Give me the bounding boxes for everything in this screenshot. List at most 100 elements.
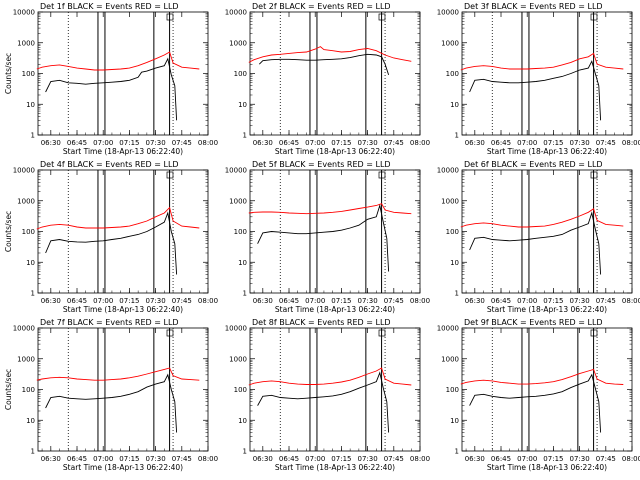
x-tick-label: 07:00: [517, 139, 537, 147]
y-tick-label: 1000: [441, 355, 459, 363]
x-tick-label: 07:30: [570, 455, 590, 463]
y-tick-label: 1: [243, 290, 247, 298]
y-tick-label: 1000: [17, 39, 35, 47]
y-tick-label: 100: [446, 386, 459, 394]
panel-title: Det 2f BLACK = Events RED = LLD: [252, 2, 391, 11]
y-tick-label: 10000: [437, 167, 459, 175]
chart-panel: Det 9f BLACK = Events RED = LLD 1 10 100 100…: [437, 318, 640, 472]
x-tick-label: 07:45: [172, 455, 192, 463]
x-tick-label: 06:45: [491, 139, 511, 147]
chart-panel: Det 4f BLACK = Events RED = LLD 1 10 100 100…: [4, 160, 218, 314]
y-tick-label: 100: [234, 228, 247, 236]
x-tick-label: 08:00: [622, 139, 640, 147]
x-tick-label: 07:15: [543, 297, 563, 305]
y-axis-label: Counts/sec: [4, 53, 13, 94]
x-tick-label: 06:45: [279, 139, 299, 147]
y-tick-label: 10: [450, 259, 459, 267]
series-line-events: [45, 373, 178, 433]
x-axis-label: Start Time (18-Apr-13 06:22:40): [63, 463, 183, 472]
x-tick-label: 06:30: [253, 297, 273, 305]
x-tick-label: 08:00: [410, 297, 430, 305]
x-tick-label: 06:30: [253, 455, 273, 463]
y-tick-label: 1000: [229, 355, 247, 363]
x-tick-label: 06:45: [491, 455, 511, 463]
y-tick-label: 100: [22, 70, 35, 78]
series-line-lld: [248, 46, 412, 63]
x-tick-label: 07:00: [305, 139, 325, 147]
panel-title: Det 1f BLACK = Events RED = LLD: [40, 2, 179, 11]
legend-box: [166, 13, 174, 21]
panel-title: Det 9f BLACK = Events RED = LLD: [464, 318, 603, 327]
chart-panel: Det 1f BLACK = Events RED = LLD 1 10 100 100…: [4, 2, 218, 156]
x-tick-label: 06:30: [465, 297, 485, 305]
chart-panel: Det 5f BLACK = Events RED = LLD 1 10 100 100…: [225, 160, 430, 314]
legend-box: [590, 13, 598, 21]
x-tick-label: 06:45: [67, 455, 87, 463]
chart-panel: Det 7f BLACK = Events RED = LLD 1 10 100 100…: [4, 318, 218, 472]
y-tick-label: 10000: [13, 325, 35, 333]
legend-box: [590, 329, 598, 337]
y-tick-label: 10: [450, 101, 459, 109]
series-line-events: [45, 57, 178, 121]
series-line-lld: [248, 367, 412, 386]
y-tick-label: 1000: [441, 39, 459, 47]
chart-panel: Det 6f BLACK = Events RED = LLD 1 10 100 100…: [437, 160, 640, 314]
y-tick-label: 1000: [441, 197, 459, 205]
x-axis-label: Start Time (18-Apr-13 06:22:40): [275, 147, 395, 156]
x-tick-label: 07:00: [93, 139, 113, 147]
x-tick-label: 07:30: [146, 297, 166, 305]
y-tick-label: 1: [455, 448, 459, 456]
series-line-events: [258, 53, 390, 76]
panel-title: Det 4f BLACK = Events RED = LLD: [40, 160, 179, 169]
x-tick-label: 07:00: [517, 455, 537, 463]
legend-box: [166, 329, 174, 337]
series-line-lld: [36, 51, 200, 71]
series-line-events: [469, 373, 602, 433]
y-tick-label: 10: [238, 101, 247, 109]
y-tick-label: 1000: [17, 355, 35, 363]
y-tick-label: 10000: [13, 9, 35, 17]
x-tick-label: 07:45: [172, 139, 192, 147]
y-tick-label: 1: [31, 132, 35, 140]
x-tick-label: 07:15: [543, 455, 563, 463]
y-tick-label: 10: [238, 417, 247, 425]
y-tick-label: 10000: [437, 325, 459, 333]
x-tick-label: 07:15: [331, 455, 351, 463]
y-axis-label: Counts/sec: [4, 369, 13, 410]
x-tick-label: 07:15: [543, 139, 563, 147]
y-tick-label: 1: [243, 132, 247, 140]
legend-box: [590, 171, 598, 179]
x-tick-label: 07:45: [384, 455, 404, 463]
x-tick-label: 06:30: [41, 455, 61, 463]
x-tick-label: 07:15: [331, 139, 351, 147]
x-axis-label: Start Time (18-Apr-13 06:22:40): [487, 305, 607, 314]
series-line-lld: [460, 368, 624, 385]
x-tick-label: 07:30: [146, 455, 166, 463]
legend-box: [378, 329, 386, 337]
y-axis-label: Counts/sec: [4, 211, 13, 252]
x-tick-label: 07:00: [93, 455, 113, 463]
x-tick-label: 07:45: [596, 139, 616, 147]
y-tick-label: 10000: [225, 167, 247, 175]
x-tick-label: 07:45: [596, 297, 616, 305]
y-tick-label: 1: [455, 132, 459, 140]
legend-box: [378, 13, 386, 21]
x-tick-label: 08:00: [198, 297, 218, 305]
x-tick-label: 08:00: [198, 455, 218, 463]
x-tick-label: 07:45: [384, 297, 404, 305]
y-tick-label: 10: [26, 101, 35, 109]
series-line-events: [469, 60, 602, 121]
x-tick-label: 07:15: [331, 297, 351, 305]
y-tick-label: 100: [22, 386, 35, 394]
y-tick-label: 100: [234, 70, 247, 78]
x-tick-label: 07:30: [570, 297, 590, 305]
series-line-events: [469, 211, 602, 275]
x-tick-label: 06:45: [279, 455, 299, 463]
x-tick-label: 08:00: [410, 455, 430, 463]
series-line-events: [257, 203, 390, 272]
y-tick-label: 10: [238, 259, 247, 267]
y-tick-label: 10000: [437, 9, 459, 17]
series-line-events: [45, 211, 178, 275]
y-tick-label: 10000: [225, 325, 247, 333]
